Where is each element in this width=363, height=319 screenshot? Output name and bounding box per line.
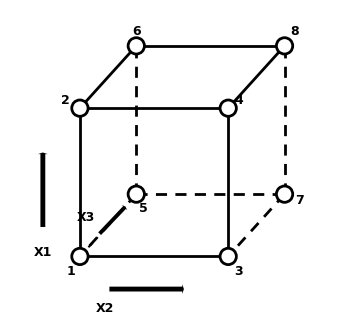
Text: 7: 7 <box>295 194 304 207</box>
Circle shape <box>276 186 293 202</box>
Circle shape <box>220 100 236 116</box>
Text: 1: 1 <box>67 265 76 278</box>
Text: 6: 6 <box>132 25 140 38</box>
Circle shape <box>276 38 293 54</box>
Text: X1: X1 <box>34 246 52 259</box>
Circle shape <box>128 186 144 202</box>
Circle shape <box>72 248 88 264</box>
Text: 8: 8 <box>291 25 299 38</box>
Text: 3: 3 <box>234 265 243 278</box>
Text: X3: X3 <box>77 211 95 224</box>
Circle shape <box>220 248 236 264</box>
Text: 4: 4 <box>234 94 243 107</box>
Text: 5: 5 <box>139 203 148 216</box>
Text: 2: 2 <box>61 94 69 107</box>
Circle shape <box>72 100 88 116</box>
Text: X2: X2 <box>96 302 114 315</box>
Circle shape <box>128 38 144 54</box>
